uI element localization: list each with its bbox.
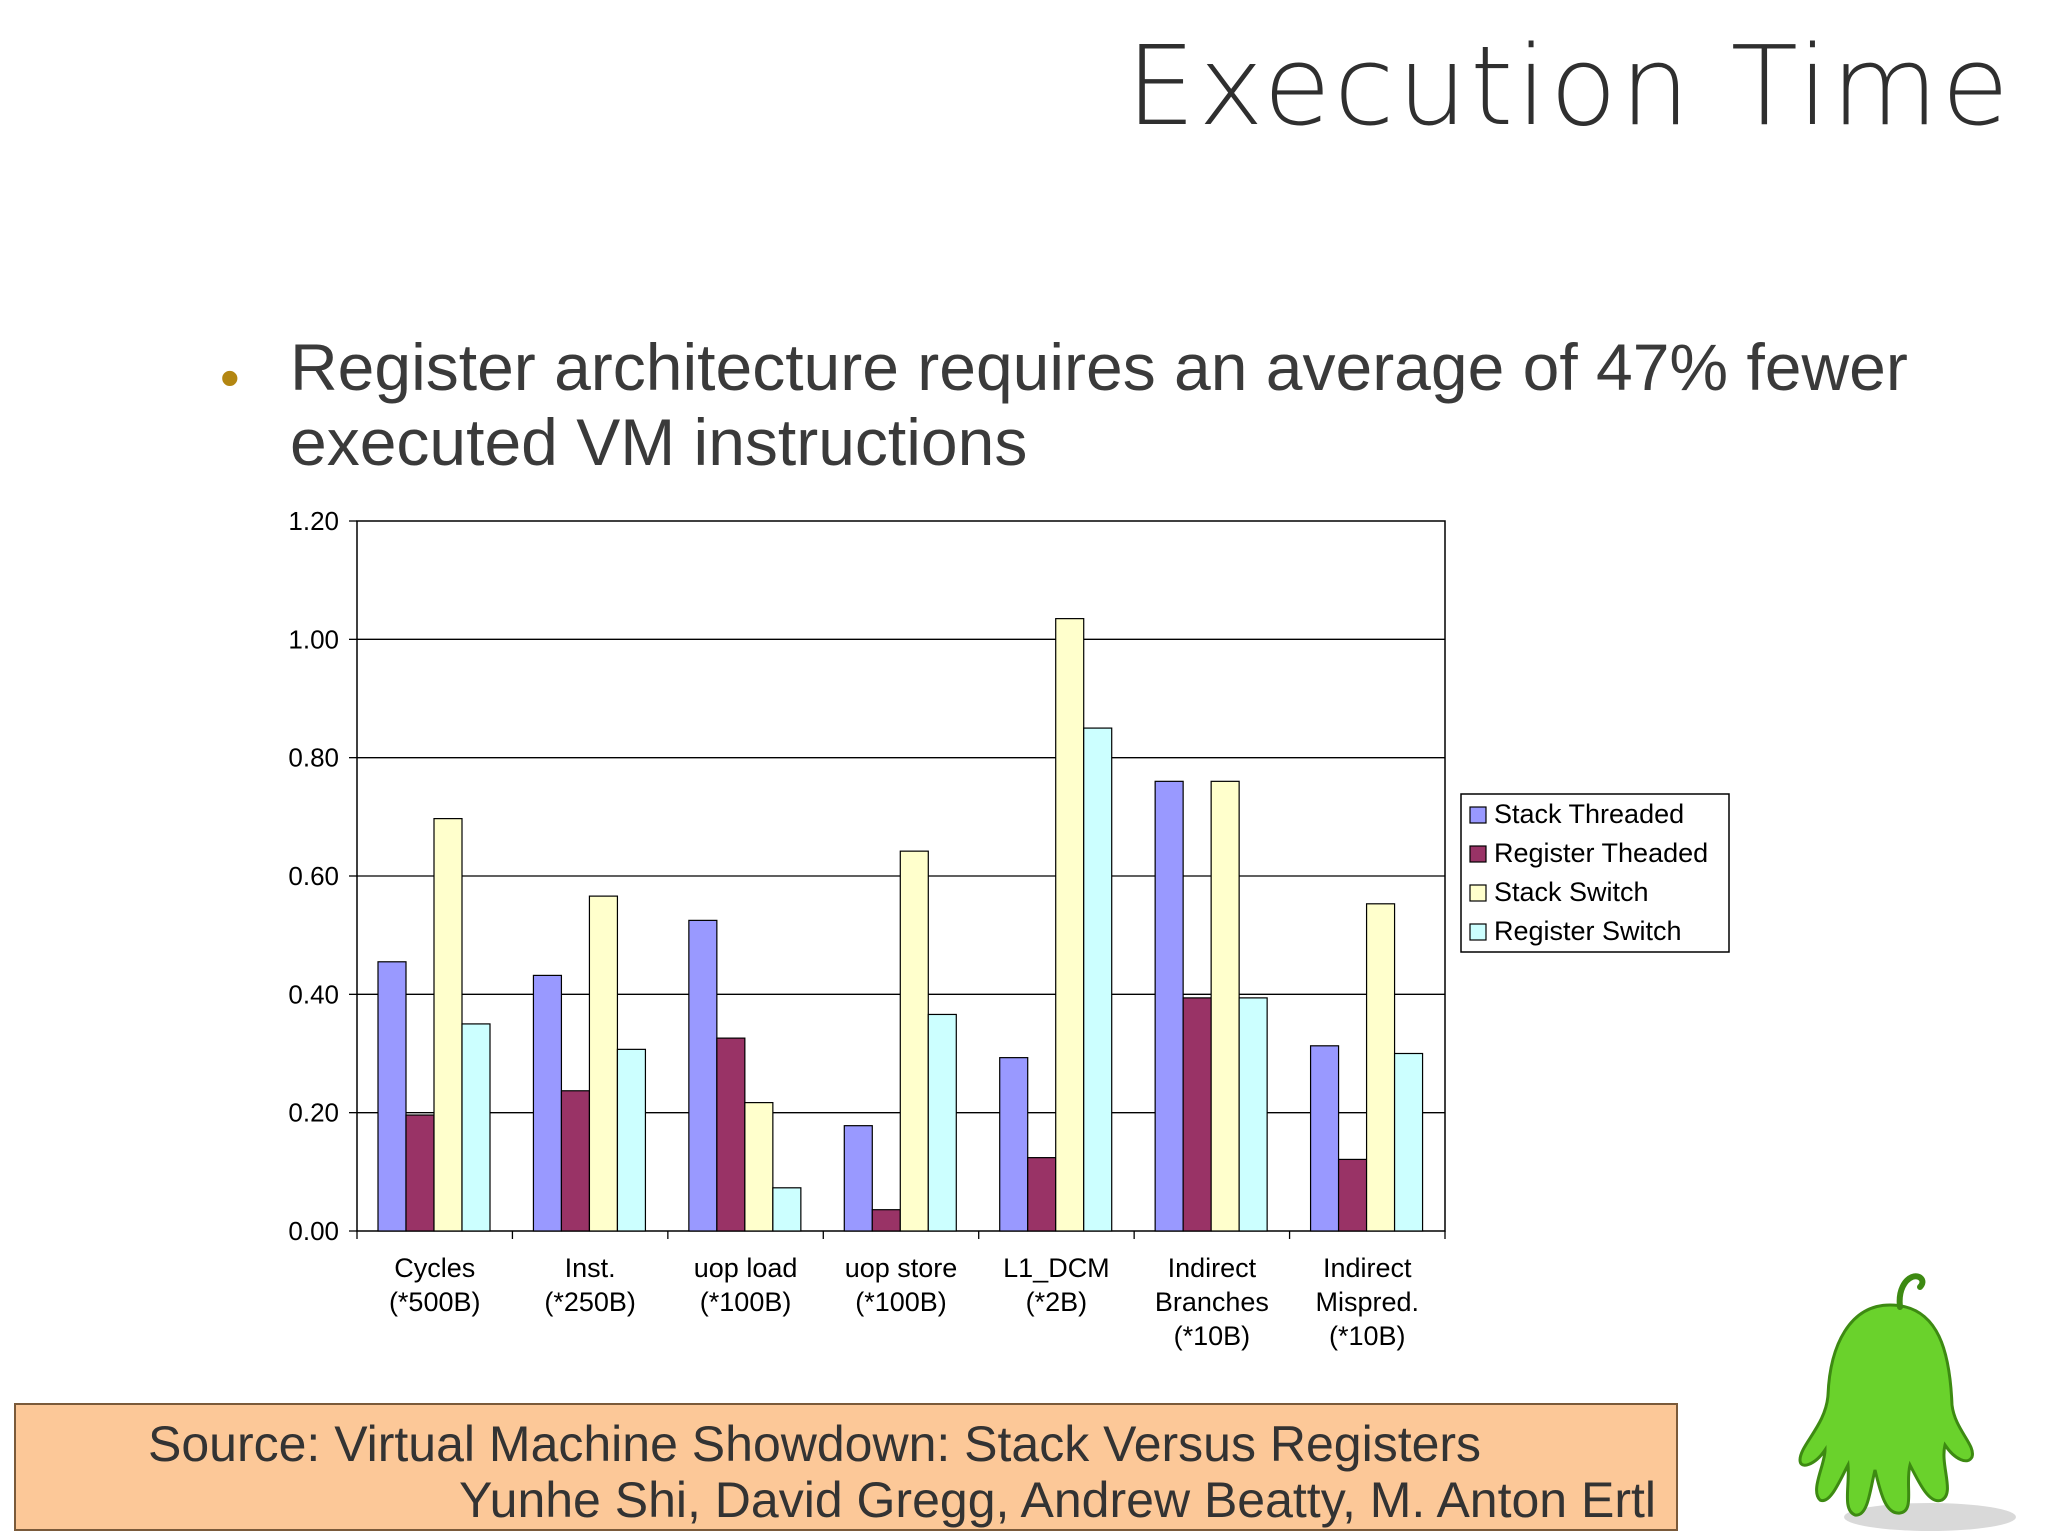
chart-axes: 0.00 0.20 0.40 0.60 0.80 1.00 1.20 Cycles (*500B…	[288, 506, 1446, 1351]
bar	[461, 1023, 491, 1232]
bar	[1337, 1158, 1368, 1232]
legend-swatch	[1469, 884, 1487, 902]
bar	[1393, 1052, 1424, 1232]
y-tick-label: 0.00	[288, 1216, 339, 1246]
bar	[532, 974, 563, 1232]
x-tick-label: uop store	[845, 1253, 958, 1283]
legend-label: Stack Threaded	[1494, 799, 1684, 829]
y-tick-label: 0.80	[288, 743, 339, 773]
bar	[927, 1013, 957, 1232]
legend-label: Stack Switch	[1494, 877, 1649, 907]
bar	[405, 1114, 435, 1232]
chart-legend: Stack Threaded Register Theaded Stack Swit…	[1460, 793, 1730, 953]
bar	[1238, 997, 1268, 1232]
bar	[1154, 780, 1184, 1232]
legend-swatch	[1469, 845, 1487, 863]
x-tick-label: Branches	[1155, 1287, 1269, 1317]
x-tick-label: (*10B)	[1329, 1321, 1406, 1351]
bar	[899, 850, 929, 1232]
bar	[688, 919, 718, 1232]
bar	[1182, 997, 1212, 1232]
x-tick-label: (*100B)	[700, 1287, 792, 1317]
source-authors: Yunhe Shi, David Gregg, Andrew Beatty, M…	[459, 1472, 1656, 1528]
y-tick-label: 0.20	[288, 1098, 339, 1128]
bar	[772, 1187, 802, 1232]
x-tick-label: L1_DCM	[1003, 1253, 1110, 1283]
x-tick-label: Mispred.	[1316, 1287, 1420, 1317]
x-tick-label: Cycles	[394, 1253, 475, 1283]
bar	[588, 895, 619, 1232]
x-tick-label: Indirect	[1323, 1253, 1412, 1283]
x-tick-label: (*2B)	[1026, 1287, 1088, 1317]
bar	[1210, 780, 1240, 1232]
source-title: Source: Virtual Machine Showdown: Stack …	[148, 1416, 1482, 1472]
bar	[1365, 903, 1396, 1232]
legend-swatch	[1469, 806, 1487, 824]
x-tick-label: Inst.	[565, 1253, 616, 1283]
slide-title: Execution Time	[1126, 22, 2012, 150]
x-tick-label: Indirect	[1168, 1253, 1257, 1283]
bar-chart: 0.00 0.20 0.40 0.60 0.80 1.00 1.20 Cycles (*500B…	[288, 506, 1730, 1351]
bar	[377, 961, 407, 1232]
legend-label: Register Switch	[1494, 916, 1682, 946]
bar	[744, 1102, 774, 1232]
bar	[1309, 1045, 1340, 1232]
y-tick-label: 0.40	[288, 979, 339, 1009]
bar	[1055, 618, 1085, 1232]
x-tick-label: (*100B)	[855, 1287, 947, 1317]
bar	[843, 1125, 873, 1232]
source-citation-box: Source: Virtual Machine Showdown: Stack …	[14, 1403, 1678, 1531]
bar	[1083, 727, 1113, 1232]
x-tick-label: uop load	[694, 1253, 798, 1283]
y-tick-label: 0.60	[288, 861, 339, 891]
bar	[616, 1048, 647, 1232]
legend-box	[1460, 793, 1730, 953]
bar	[871, 1209, 901, 1232]
y-tick-label: 1.20	[288, 506, 339, 536]
bar	[999, 1057, 1029, 1232]
x-tick-label: (*500B)	[389, 1287, 481, 1317]
bullet-dot-icon: •	[220, 346, 240, 409]
bar	[716, 1037, 746, 1232]
bar	[560, 1090, 591, 1232]
bullet-text: Register architecture requires an averag…	[290, 330, 1908, 479]
bar	[1027, 1157, 1057, 1232]
legend-label: Register Theaded	[1494, 838, 1708, 868]
x-tick-label: (*10B)	[1174, 1321, 1251, 1351]
mascot-logo-icon	[1798, 1273, 2016, 1531]
x-tick-label: (*250B)	[544, 1287, 636, 1317]
bar	[433, 818, 463, 1232]
chart-bars	[377, 618, 1424, 1232]
y-tick-label: 1.00	[288, 624, 339, 654]
legend-swatch	[1469, 923, 1487, 941]
